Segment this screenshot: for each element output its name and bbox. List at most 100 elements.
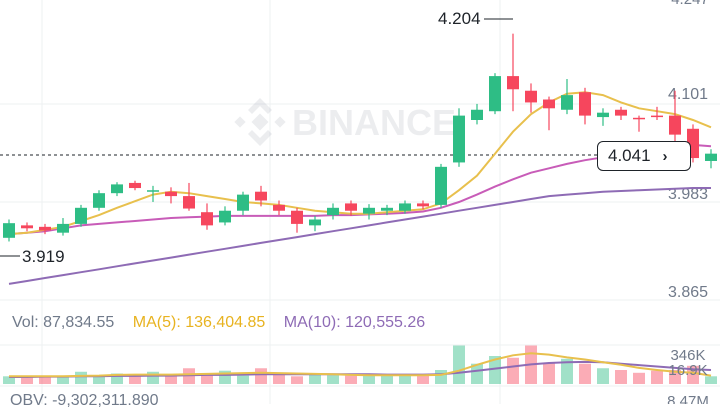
candle-up[interactable] <box>363 207 375 214</box>
candle-down[interactable] <box>543 99 555 109</box>
candle-down[interactable] <box>183 196 195 209</box>
volume-bar-up <box>381 374 393 384</box>
volume-bar-up <box>705 376 717 384</box>
volume-bar-down <box>633 372 645 384</box>
candle-down[interactable] <box>21 225 33 229</box>
candle-down[interactable] <box>201 212 213 226</box>
candle-down[interactable] <box>669 115 681 135</box>
candle-down[interactable] <box>165 191 177 197</box>
candle-up[interactable] <box>3 223 15 238</box>
volume-bar-down <box>615 370 627 384</box>
candle-up[interactable] <box>471 109 483 120</box>
volume-bar-up <box>237 375 249 384</box>
candle-up[interactable] <box>237 194 249 211</box>
candle-up[interactable] <box>147 190 159 192</box>
volume-bar-down <box>201 373 213 384</box>
low-price-label: 3.919 <box>22 247 65 266</box>
candle-down[interactable] <box>129 182 141 189</box>
volume-bar-up <box>399 375 411 384</box>
volume-bar-up <box>597 368 609 384</box>
volume-ma-fast-line <box>9 352 712 378</box>
volume-ma10-value: MA(10): 120,555.26 <box>283 314 426 331</box>
candle-down[interactable] <box>507 76 519 90</box>
volume-bar-down <box>255 368 267 384</box>
high-price-label: 4.204 <box>438 9 481 28</box>
low-annotation: 3.919 <box>0 247 65 266</box>
candle-up[interactable] <box>219 210 231 223</box>
volume-bar-down <box>39 377 51 384</box>
candle-up[interactable] <box>327 207 339 216</box>
volume-bar-up <box>453 345 465 384</box>
candle-up[interactable] <box>111 184 123 194</box>
candle-up[interactable] <box>435 166 447 205</box>
candle-up[interactable] <box>597 112 609 118</box>
volume-bar-down <box>669 370 681 384</box>
volume-bar-up <box>57 376 69 384</box>
ma-slow-line <box>8 187 711 285</box>
volume-bar-up <box>327 375 339 384</box>
candle-down[interactable] <box>39 226 51 231</box>
obv-legend: OBV: -9,302,311.890 <box>10 392 159 410</box>
volume-bar-up <box>309 373 321 384</box>
candle-down[interactable] <box>525 90 537 103</box>
volume-bar-down <box>273 374 285 384</box>
candle-up[interactable] <box>93 193 105 208</box>
price-axis-3865: 3.865 <box>668 284 708 301</box>
volume-bar-down <box>345 375 357 384</box>
volume-bar-down <box>129 376 141 384</box>
candle-up[interactable] <box>453 115 465 163</box>
price-axis-4101: 4.101 <box>668 86 708 103</box>
volume-ma5-value: MA(5): 136,404.85 <box>132 314 266 331</box>
price-ma-lines <box>8 91 712 285</box>
candle-down[interactable] <box>417 203 429 207</box>
volume-bar-up <box>75 371 87 384</box>
candle-down[interactable] <box>291 210 303 224</box>
volume-bars <box>3 345 717 384</box>
candle-up[interactable] <box>399 203 411 211</box>
volume-axis-mid: 16.9K <box>668 362 707 379</box>
candle-up[interactable] <box>309 219 321 226</box>
candle-down[interactable] <box>633 117 645 120</box>
candle-down[interactable] <box>651 115 663 118</box>
binance-logo-icon <box>234 98 286 146</box>
volume-bar-up <box>561 358 573 384</box>
candle-up[interactable] <box>705 153 717 161</box>
volume-bar-down <box>165 374 177 384</box>
volume-bar-down <box>651 370 663 384</box>
candle-up[interactable] <box>489 76 501 112</box>
volume-bar-up <box>471 363 483 384</box>
price-axis-3983: 3.983 <box>668 186 708 203</box>
volume-bar-down <box>579 363 591 384</box>
price-axis-top: 4.247 <box>671 0 709 8</box>
obv-value: OBV: -9,302,311.890 <box>10 392 159 409</box>
volume-axis-top: 346K <box>670 347 705 364</box>
chevron-right-icon: › <box>662 147 668 165</box>
candle-down[interactable] <box>273 204 285 211</box>
volume-bar-up <box>93 375 105 384</box>
volume-bar-up <box>147 371 159 384</box>
volume-value: Vol: 87,834.55 <box>12 314 115 331</box>
volume-bar-down <box>507 357 519 384</box>
candle-down[interactable] <box>345 203 357 211</box>
candle-down[interactable] <box>615 109 627 116</box>
candle-down[interactable] <box>579 92 591 116</box>
candle-up[interactable] <box>381 207 393 211</box>
volume-bar-up <box>435 370 447 384</box>
volume-bar-down <box>417 374 429 384</box>
ma-mid-line <box>8 143 712 236</box>
candle-up[interactable] <box>57 223 69 233</box>
high-annotation: 4.204 <box>438 9 513 28</box>
volume-bar-down <box>543 363 555 384</box>
volume-legend: Vol: 87,834.55 MA(5): 136,404.85 MA(10):… <box>12 314 439 332</box>
candle-down[interactable] <box>255 191 267 201</box>
candle-up[interactable] <box>75 207 87 224</box>
current-price-value: 4.041 <box>608 146 651 165</box>
candle-up[interactable] <box>561 95 573 110</box>
volume-bar-down <box>21 377 33 384</box>
current-price-tag[interactable]: 4.041 › <box>597 141 691 171</box>
binance-watermark: BINANCE <box>234 98 456 146</box>
volume-bar-up <box>489 356 501 384</box>
watermark-text: BINANCE <box>292 102 456 143</box>
